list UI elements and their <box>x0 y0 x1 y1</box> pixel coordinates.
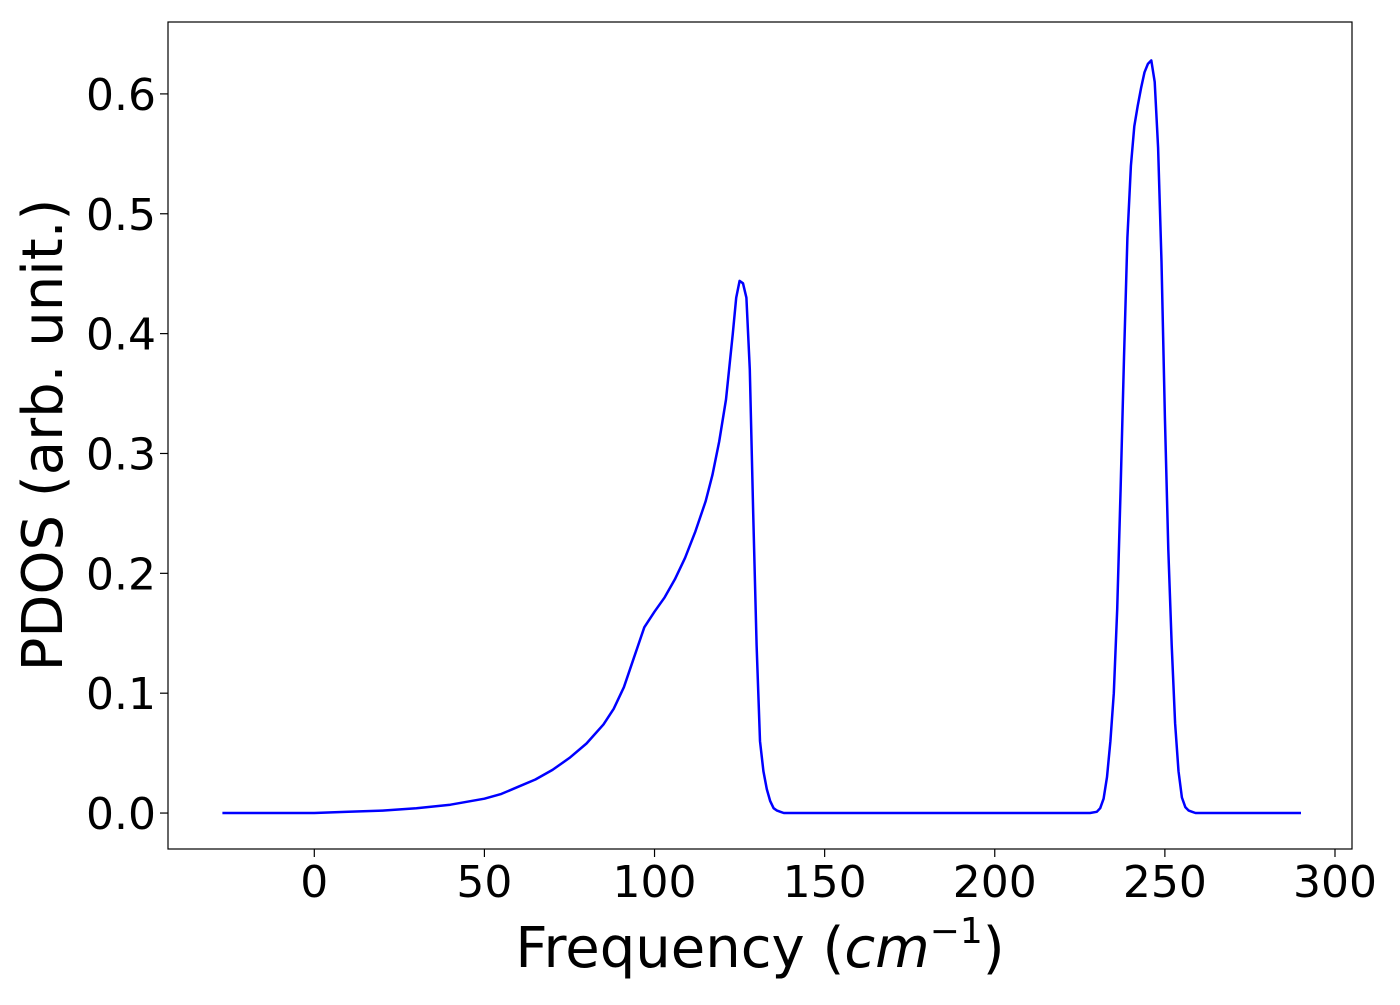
plot-area-frame <box>167 21 1353 850</box>
x-tick-label: 150 <box>783 857 867 908</box>
x-tick-label: 0 <box>300 857 328 908</box>
x-tick-label: 300 <box>1293 857 1377 908</box>
x-axis-label: Frequency (cm−1) <box>515 911 1004 981</box>
y-tick-label: 0.5 <box>86 190 156 241</box>
y-axis-ticks: 0.0 0.1 0.2 0.3 0.4 0.5 0.6 <box>86 70 168 840</box>
x-tick-label: 100 <box>613 857 697 908</box>
y-tick-label: 0.4 <box>86 310 156 361</box>
y-tick-label: 0.0 <box>86 789 156 840</box>
x-axis-label-prefix: Frequency ( <box>515 916 844 981</box>
y-tick-label: 0.6 <box>86 70 156 121</box>
x-tick-label: 250 <box>1123 857 1207 908</box>
x-tick-label: 200 <box>953 857 1037 908</box>
pdos-series-line <box>222 59 1301 815</box>
x-axis-label-exponent: −1 <box>930 911 983 952</box>
y-tick-label: 0.3 <box>86 429 156 480</box>
x-axis-ticks: 0 50 100 150 200 250 300 <box>300 849 1377 908</box>
y-tick-label: 0.2 <box>86 549 156 600</box>
x-tick-label: 50 <box>456 857 512 908</box>
y-axis-label: PDOS (arb. unit.) <box>11 199 76 672</box>
x-axis-label-unit: cm <box>844 916 929 981</box>
y-tick-label: 0.1 <box>86 669 156 720</box>
x-axis-label-suffix: ) <box>983 916 1005 981</box>
